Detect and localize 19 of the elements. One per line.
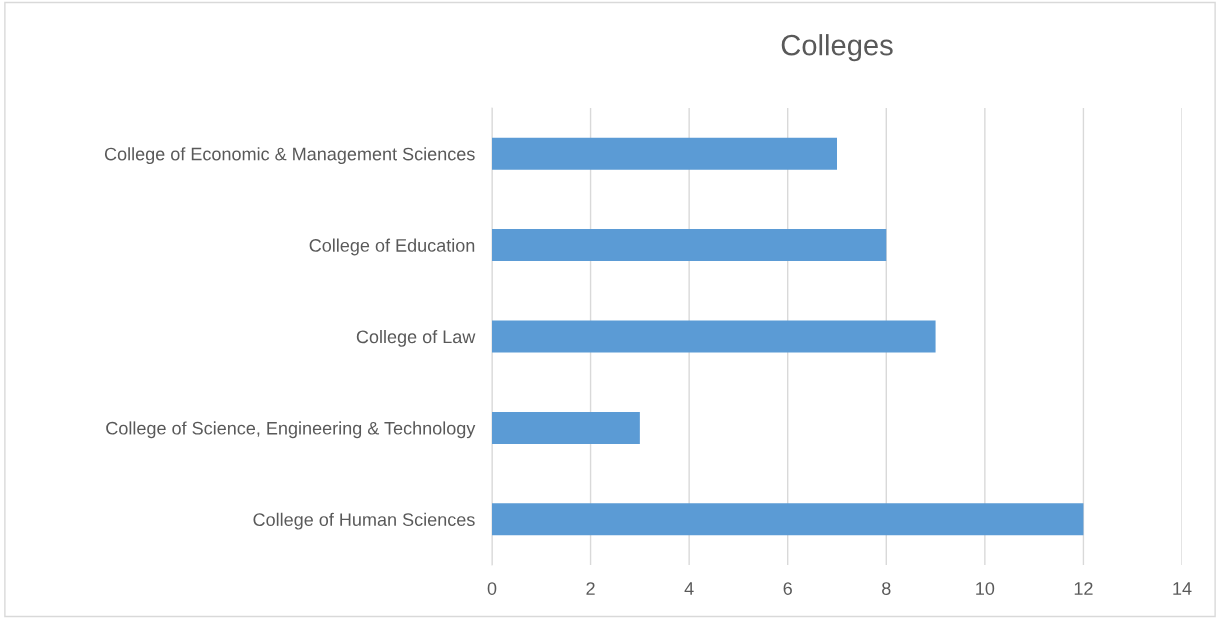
bar (492, 320, 936, 353)
y-tick-label: College of Education (309, 238, 475, 256)
x-tick-label: 14 (1173, 582, 1192, 595)
y-tick-label: College of Human Sciences (253, 512, 475, 530)
chart-title: Colleges (781, 34, 893, 62)
x-tick-label: 2 (586, 582, 595, 595)
x-tick-label: 12 (1074, 582, 1093, 595)
bar (492, 229, 887, 262)
bar (492, 503, 1084, 536)
bar (492, 137, 837, 170)
x-tick-label: 8 (882, 582, 891, 595)
y-tick-label: College of Economic & Management Sciences (104, 147, 475, 164)
y-tick-label: College of Law (356, 329, 476, 347)
x-tick-label: 10 (976, 582, 995, 595)
y-tick-label: College of Science, Engineering & Technology (106, 421, 476, 439)
bar (492, 411, 640, 444)
x-tick-label: 0 (487, 582, 497, 595)
x-tick-label: 4 (684, 582, 694, 595)
x-tick-label: 6 (783, 582, 792, 595)
